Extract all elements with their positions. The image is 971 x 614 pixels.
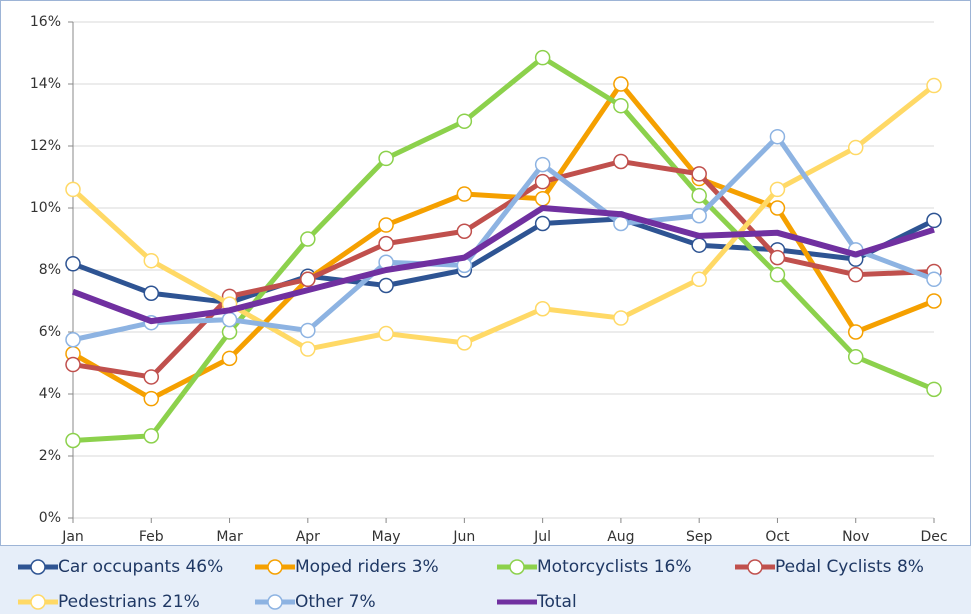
legend-marker: [267, 594, 283, 610]
data-point: [534, 49, 551, 66]
data-point: [378, 277, 394, 294]
y-tick-label: 12%: [30, 138, 61, 154]
legend-marker: [509, 559, 525, 575]
x-tick-label: Jun: [452, 529, 475, 545]
data-point: [534, 301, 551, 317]
data-point: [456, 113, 473, 129]
series-line: [72, 216, 936, 306]
x-tick-label: Jan: [61, 529, 84, 545]
data-point: [143, 252, 160, 269]
data-point: [378, 150, 394, 167]
data-point: [691, 271, 707, 288]
legend-label: Car occupants 46%: [58, 557, 223, 577]
legend-label: Total: [536, 592, 577, 612]
data-point: [613, 97, 629, 114]
x-tick-label: Mar: [216, 529, 243, 545]
y-tick-label: 4%: [39, 386, 61, 402]
data-point: [143, 390, 160, 407]
data-point: [534, 190, 551, 207]
data-point: [143, 369, 160, 385]
data-point: [534, 156, 551, 173]
x-tick-label: Apr: [296, 529, 320, 545]
legend-label: Pedestrians 21%: [58, 592, 200, 612]
legend-marker: [747, 559, 763, 575]
data-point: [926, 293, 942, 309]
data-point: [300, 271, 316, 288]
data-point: [456, 223, 473, 239]
data-point: [65, 356, 81, 373]
data-point: [300, 231, 316, 247]
x-tick-label: Oct: [765, 529, 790, 545]
data-point: [378, 235, 394, 252]
data-point: [300, 322, 316, 339]
x-tick-label: Dec: [920, 529, 947, 545]
data-point: [769, 266, 786, 283]
data-point: [65, 256, 81, 272]
y-tick-label: 6%: [39, 324, 61, 340]
x-tick-label: Nov: [842, 529, 869, 545]
x-tick-label: May: [372, 529, 401, 545]
data-point: [691, 166, 707, 182]
series-line: [72, 134, 935, 343]
x-tick-label: Aug: [607, 529, 634, 545]
data-point: [65, 181, 81, 198]
data-point: [221, 350, 238, 367]
data-point: [65, 332, 81, 348]
data-point: [613, 153, 629, 170]
data-point: [221, 311, 238, 328]
legend-marker: [267, 559, 283, 575]
plot-background: [0, 0, 971, 546]
x-tick-label: Jul: [533, 529, 551, 545]
data-point: [926, 212, 942, 229]
data-point: [769, 181, 786, 198]
data-point: [926, 271, 942, 288]
y-tick-label: 16%: [30, 14, 61, 30]
x-tick-label: Sep: [686, 529, 713, 545]
y-tick-label: 0%: [39, 510, 61, 526]
data-point: [691, 237, 707, 253]
data-point: [378, 325, 394, 342]
data-point: [143, 285, 160, 301]
data-point: [691, 187, 707, 204]
data-point: [300, 341, 316, 357]
legend-label: Motorcyclists 16%: [537, 557, 692, 577]
data-point: [847, 349, 864, 365]
data-point: [926, 381, 942, 398]
y-tick-label: 2%: [39, 448, 61, 464]
legend-label: Pedal Cyclists 8%: [775, 557, 924, 577]
series-line: [71, 83, 936, 352]
data-point: [534, 215, 551, 232]
legend-label: Other 7%: [295, 592, 376, 612]
data-point: [143, 428, 160, 444]
legend-marker: [30, 559, 46, 575]
y-tick-label: 14%: [30, 76, 61, 92]
data-point: [847, 139, 864, 156]
data-point: [65, 432, 81, 449]
series-line: [71, 81, 935, 402]
data-point: [456, 335, 473, 351]
y-tick-label: 10%: [30, 200, 61, 216]
data-point: [847, 266, 864, 283]
legend-marker: [30, 594, 46, 610]
data-point: [613, 310, 629, 326]
data-point: [378, 217, 394, 233]
y-tick-label: 8%: [39, 262, 61, 278]
legend-label: Moped riders 3%: [295, 557, 439, 577]
data-point: [769, 249, 786, 266]
series-line: [72, 55, 935, 443]
series-line: [71, 205, 935, 325]
data-point: [691, 208, 707, 224]
data-point: [926, 77, 942, 94]
data-point: [456, 186, 473, 202]
data-point: [769, 200, 786, 216]
data-point: [769, 128, 786, 145]
data-point: [847, 324, 864, 340]
data-point: [613, 76, 629, 92]
data-point: [534, 173, 551, 190]
x-tick-label: Feb: [139, 529, 164, 545]
